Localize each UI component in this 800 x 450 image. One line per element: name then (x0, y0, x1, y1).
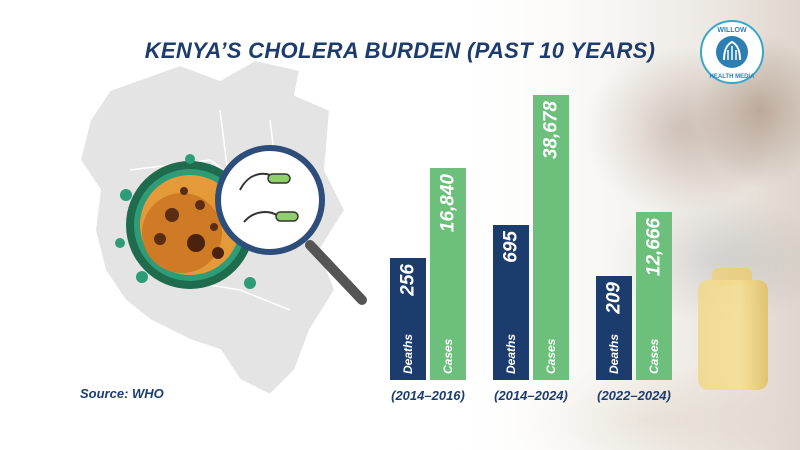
bar-chart: 256 Deaths 16,840 Cases (2014–2016) 695 Deaths… (390, 95, 672, 403)
bar-deaths (493, 225, 529, 380)
bar-label-deaths: Deaths (607, 334, 621, 374)
logo-text-bottom: HEALTH MEDIA (710, 74, 756, 80)
willow-health-media-logo: WILLOW HEALTH MEDIA (700, 20, 764, 84)
bar-cases (533, 95, 569, 380)
bar-label-deaths: Deaths (504, 334, 518, 374)
bar-label-cases: Cases (441, 338, 455, 374)
category-label: (2014–2024) (494, 388, 568, 403)
data-label-deaths: 209 (604, 282, 625, 315)
data-label-cases: 38,678 (541, 101, 562, 160)
bar-deaths (390, 258, 426, 380)
bar-cases (636, 212, 672, 380)
bar-cases (430, 168, 466, 380)
kenya-map-illustration (78, 58, 367, 397)
chart-title: KENYA’S CHOLERA BURDEN (PAST 10 YEARS) (144, 38, 656, 63)
bar-deaths (596, 276, 632, 380)
magnifying-glass-icon (215, 145, 367, 305)
category-label: (2014–2016) (391, 388, 465, 403)
data-label-cases: 12,666 (644, 218, 665, 277)
source-note: Source: WHO (80, 386, 164, 401)
data-label-cases: 16,840 (438, 174, 459, 233)
category-label: (2022–2024) (597, 388, 671, 403)
logo-text-top: WILLOW (717, 27, 747, 34)
bar-label-deaths: Deaths (401, 334, 415, 374)
data-label-deaths: 695 (501, 231, 522, 263)
bar-label-cases: Cases (647, 338, 661, 374)
bar-label-cases: Cases (544, 338, 558, 374)
data-label-deaths: 256 (398, 264, 419, 297)
